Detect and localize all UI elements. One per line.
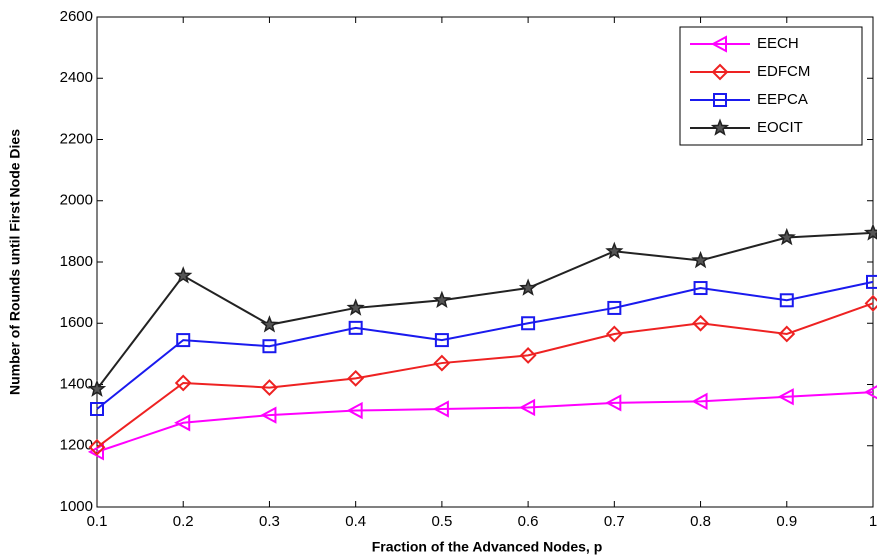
x-tick-label: 0.8 [690, 513, 711, 530]
marker [710, 118, 730, 136]
marker [260, 406, 277, 424]
marker [433, 354, 451, 372]
marker [607, 300, 622, 315]
x-tick-label: 0.3 [259, 513, 280, 530]
series-line [96, 231, 874, 390]
marker [261, 379, 278, 396]
marker [87, 443, 104, 461]
y-axis-label: Number of Rounds until First Node Dies [7, 129, 23, 395]
marker [519, 398, 536, 417]
y-tick-label: 2600 [60, 8, 93, 25]
marker [87, 379, 107, 397]
marker [864, 294, 877, 312]
y-tick-label: 2400 [60, 69, 93, 86]
x-tick-label: 1 [869, 513, 877, 530]
x-tick-label: 0.9 [776, 513, 797, 530]
marker [866, 274, 877, 289]
legend-box [679, 26, 863, 146]
marker [605, 241, 624, 260]
x-tick-label: 0.5 [431, 513, 452, 530]
marker [863, 223, 877, 241]
y-tick-label: 1200 [60, 437, 93, 454]
marker [518, 278, 538, 296]
marker [176, 333, 191, 348]
marker [692, 314, 709, 332]
marker [174, 266, 193, 284]
marker [779, 293, 794, 308]
x-tick-label: 0.2 [173, 513, 194, 530]
marker [777, 227, 796, 246]
marker [693, 281, 708, 296]
marker [432, 400, 449, 418]
legend-label: EOCIT [757, 119, 803, 136]
legend-label: EDFCM [757, 63, 810, 80]
marker [88, 438, 106, 456]
marker [174, 374, 192, 392]
marker [174, 414, 191, 432]
x-tick-label: 0.7 [604, 513, 625, 530]
x-axis-label: Fraction of the Advanced Nodes, p [372, 539, 603, 555]
marker [713, 93, 727, 107]
y-tick-label: 2200 [60, 130, 93, 147]
x-tick-label: 0.1 [87, 513, 108, 530]
marker [777, 388, 794, 406]
series-line [96, 280, 874, 410]
x-tick-label: 0.4 [345, 513, 366, 530]
marker [348, 320, 363, 335]
y-tick-label: 1600 [60, 314, 93, 331]
y-tick-label: 1800 [60, 253, 93, 270]
marker [432, 290, 452, 309]
marker [863, 385, 877, 400]
x-tick-label: 0.6 [518, 513, 539, 530]
series-line [96, 302, 874, 449]
marker [605, 394, 622, 412]
marker [521, 316, 536, 331]
marker [346, 298, 365, 316]
series-line [96, 391, 874, 453]
marker [710, 35, 727, 53]
marker [347, 369, 365, 387]
marker [346, 401, 363, 420]
legend-label: EEPCA [757, 91, 808, 108]
marker [778, 325, 796, 343]
marker [605, 325, 623, 343]
marker [90, 402, 104, 416]
marker [262, 339, 277, 354]
y-tick-label: 2000 [60, 192, 93, 209]
marker [260, 315, 279, 333]
marker [434, 333, 449, 348]
marker [519, 346, 537, 364]
y-tick-label: 1000 [60, 498, 93, 515]
marker [691, 392, 708, 411]
marker [691, 250, 710, 269]
y-tick-label: 1400 [60, 375, 93, 392]
legend-label: EECH [757, 35, 799, 52]
marker [711, 63, 729, 81]
